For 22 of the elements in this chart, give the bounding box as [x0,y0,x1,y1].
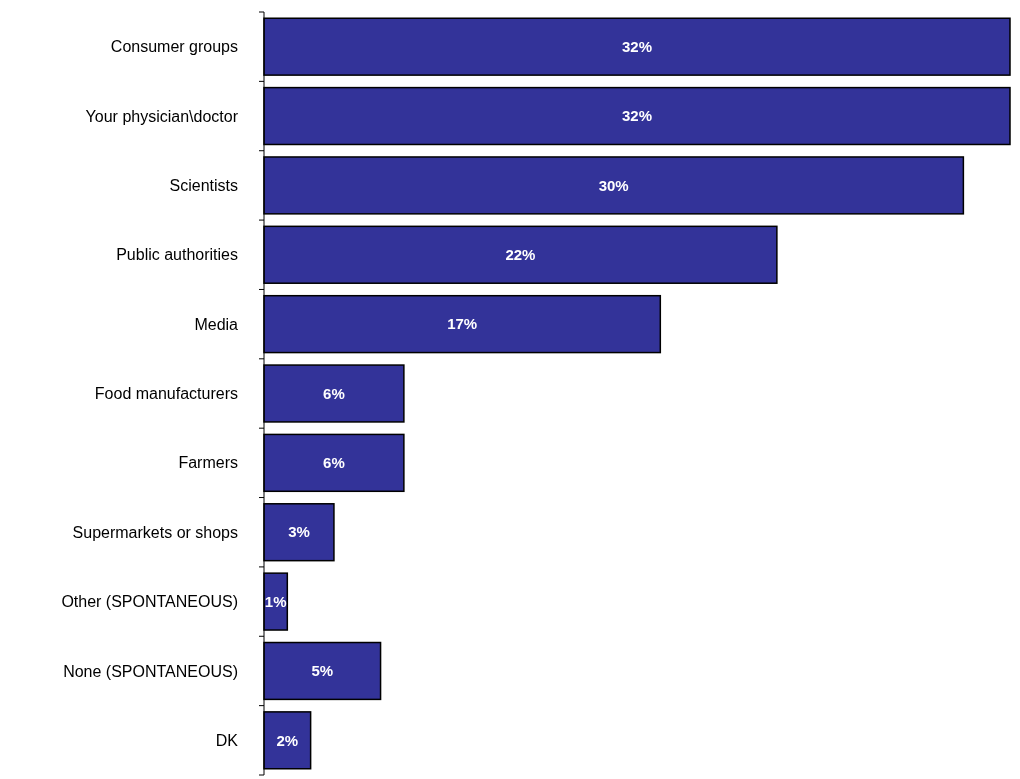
y-tick-label: Farmers [178,454,238,472]
data-label: 22% [505,246,536,264]
data-label: 5% [311,662,334,680]
data-label: 32% [621,107,653,125]
data-label: 32% [621,37,653,55]
y-tick-label: None (SPONTANEOUS) [63,662,238,680]
y-tick-label: Consumer groups [110,38,238,56]
data-label: 30% [598,176,629,194]
y-tick-label: Supermarkets or shops [72,523,238,541]
y-tick-label: Food manufacturers [94,385,238,403]
data-label: 2% [276,731,299,749]
data-label: 3% [288,523,310,541]
y-tick-label: Public authorities [116,246,238,264]
data-label: 1% [264,592,287,610]
y-tick-label: Your physician\doctor [85,107,239,125]
data-label: 6% [323,454,345,472]
y-tick-label: Scientists [169,177,238,195]
data-label: 17% [447,315,478,333]
y-tick-label: DK [215,731,239,749]
data-label: 6% [323,384,345,402]
y-tick-label: Media [194,315,239,333]
y-tick-label: Other (SPONTANEOUS) [61,593,238,611]
